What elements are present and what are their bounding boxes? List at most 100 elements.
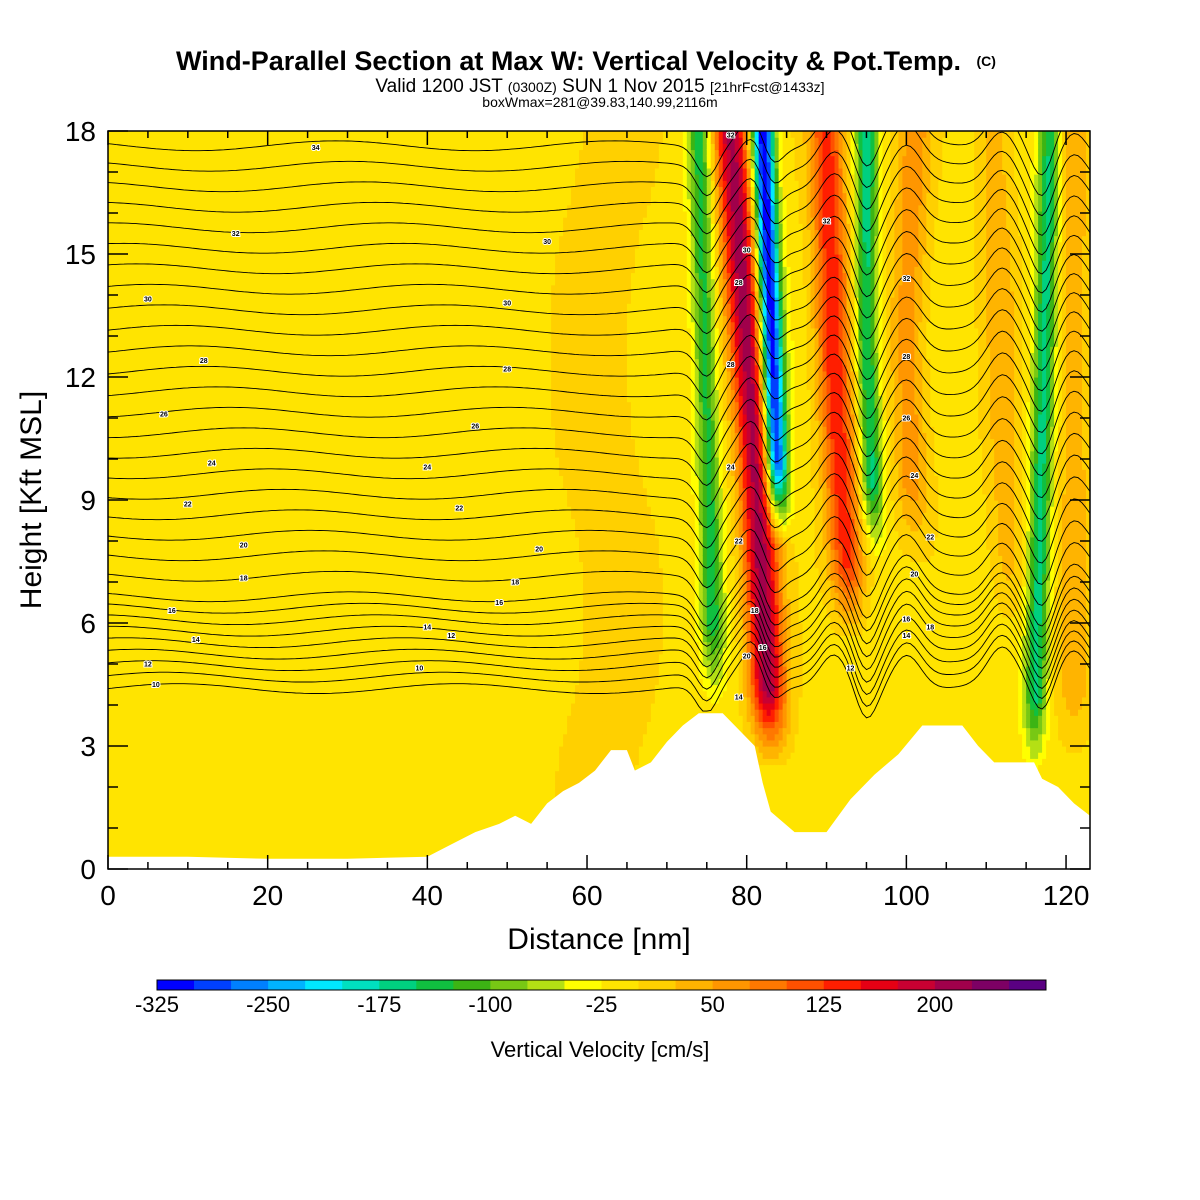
velocity-cell: [255, 167, 261, 175]
velocity-cell: [187, 297, 193, 304]
velocity-cell: [167, 733, 173, 741]
velocity-cell: [135, 352, 141, 360]
velocity-cell: [211, 260, 217, 267]
velocity-cell: [215, 573, 221, 581]
velocity-cell: [127, 690, 133, 698]
velocity-cell: [203, 500, 209, 507]
velocity-cell: [191, 180, 197, 187]
velocity-cell: [211, 438, 217, 446]
velocity-cell: [119, 850, 125, 858]
velocity-cell: [115, 573, 121, 581]
velocity-cell: [259, 254, 265, 261]
velocity-cell: [139, 659, 145, 667]
velocity-cell: [263, 795, 269, 802]
velocity-cell: [219, 217, 225, 224]
velocity-cell: [119, 795, 125, 802]
velocity-cell: [191, 420, 197, 427]
velocity-cell: [191, 143, 197, 151]
velocity-cell: [115, 610, 121, 618]
velocity-cell: [159, 512, 165, 520]
velocity-cell: [108, 789, 113, 796]
velocity-cell: [143, 838, 149, 845]
velocity-cell: [243, 420, 249, 427]
velocity-cell: [243, 721, 249, 729]
velocity-cell: [175, 247, 181, 255]
velocity-cell: [227, 641, 233, 649]
velocity-cell: [195, 426, 201, 433]
velocity-cell: [108, 180, 113, 187]
velocity-cell: [179, 241, 185, 249]
velocity-cell: [119, 696, 125, 704]
velocity-cell: [199, 543, 205, 550]
velocity-cell: [115, 149, 121, 157]
velocity-cell: [223, 733, 229, 741]
velocity-cell: [147, 340, 153, 347]
velocity-cell: [159, 358, 165, 366]
velocity-cell: [271, 825, 277, 833]
velocity-cell: [111, 229, 117, 237]
velocity-cell: [195, 795, 201, 802]
velocity-cell: [135, 813, 141, 821]
velocity-cell: [211, 500, 217, 507]
velocity-cell: [115, 678, 121, 686]
velocity-cell: [247, 752, 253, 759]
velocity-cell: [239, 210, 245, 218]
velocity-cell: [127, 782, 133, 790]
velocity-cell: [255, 383, 261, 390]
velocity-cell: [119, 746, 125, 753]
velocity-cell: [231, 198, 237, 206]
velocity-cell: [179, 180, 185, 187]
velocity-cell: [267, 192, 273, 200]
velocity-cell: [263, 327, 269, 335]
velocity-cell: [199, 180, 205, 187]
velocity-cell: [139, 186, 145, 194]
velocity-cell: [219, 456, 225, 464]
velocity-cell: [223, 789, 229, 796]
velocity-cell: [211, 758, 217, 766]
velocity-cell: [223, 709, 229, 716]
velocity-cell: [215, 579, 221, 587]
velocity-cell: [147, 709, 153, 716]
velocity-cell: [243, 456, 249, 464]
velocity-cell: [147, 598, 153, 606]
velocity-cell: [199, 272, 205, 280]
velocity-cell: [203, 819, 209, 827]
velocity-cell: [127, 149, 133, 157]
velocity-cell: [203, 518, 209, 526]
velocity-cell: [115, 174, 121, 181]
velocity-cell: [271, 770, 277, 778]
velocity-cell: [155, 709, 161, 716]
velocity-cell: [203, 229, 209, 237]
velocity-cell: [139, 506, 145, 513]
velocity-cell: [147, 684, 153, 692]
velocity-cell: [167, 530, 173, 538]
velocity-cell: [195, 469, 201, 476]
velocity-cell: [171, 819, 177, 827]
velocity-cell: [159, 229, 165, 237]
velocity-cell: [247, 217, 253, 224]
velocity-cell: [255, 819, 261, 827]
velocity-cell: [195, 850, 201, 858]
velocity-cell: [271, 776, 277, 784]
velocity-cell: [127, 789, 133, 796]
velocity-cell: [135, 530, 141, 538]
velocity-cell: [191, 321, 197, 329]
velocity-cell: [155, 180, 161, 187]
velocity-cell: [227, 807, 233, 815]
velocity-cell: [179, 204, 185, 212]
velocity-cell: [179, 598, 185, 606]
velocity-cell: [215, 210, 221, 218]
velocity-cell: [223, 456, 229, 464]
velocity-cell: [203, 733, 209, 741]
velocity-cell: [111, 487, 117, 495]
velocity-cell: [239, 309, 245, 317]
velocity-cell: [239, 610, 245, 618]
velocity-cell: [115, 161, 121, 169]
velocity-cell: [203, 358, 209, 366]
velocity-cell: [195, 825, 201, 833]
velocity-cell: [259, 758, 265, 766]
velocity-cell: [131, 358, 137, 366]
velocity-cell: [143, 204, 149, 212]
velocity-cell: [143, 567, 149, 575]
velocity-cell: [243, 623, 249, 630]
